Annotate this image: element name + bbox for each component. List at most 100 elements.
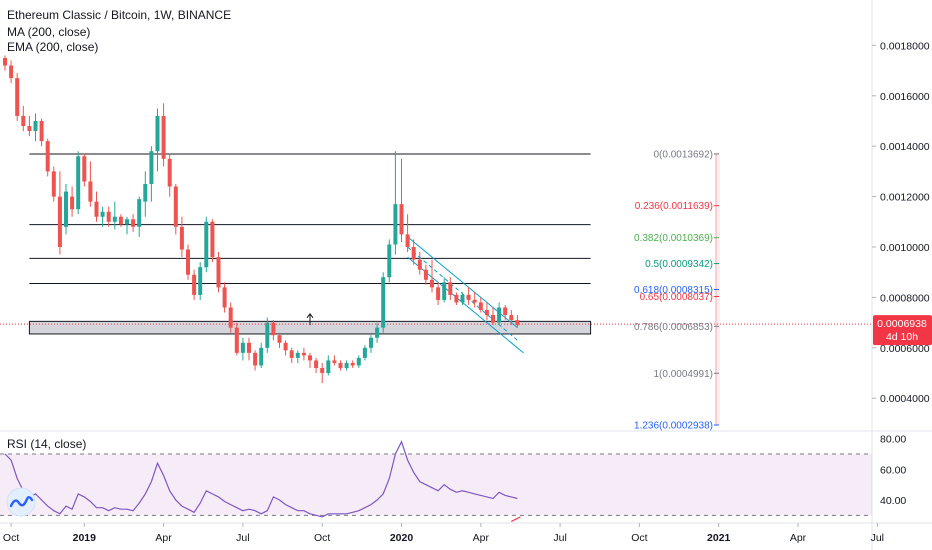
candle-body[interactable] (137, 199, 142, 227)
candle-body[interactable] (289, 350, 294, 358)
candle-body[interactable] (326, 360, 331, 374)
candle-body[interactable] (442, 282, 447, 300)
candle-body[interactable] (240, 342, 245, 353)
candle-body[interactable] (509, 315, 514, 321)
time-tick-label: Oct (3, 532, 19, 544)
candle-body[interactable] (411, 247, 416, 260)
arrow-annotation[interactable] (306, 312, 314, 326)
candle-body[interactable] (33, 120, 38, 132)
price-tick-label: 0.0018000 (880, 40, 930, 52)
candle-body[interactable] (39, 120, 44, 142)
candle-body[interactable] (131, 219, 136, 227)
candle-body[interactable] (9, 65, 14, 79)
candle-body[interactable] (448, 282, 453, 295)
candle-body[interactable] (503, 307, 508, 316)
candle-body[interactable] (430, 279, 434, 288)
candle-body[interactable] (350, 362, 355, 366)
candle-body[interactable] (491, 315, 495, 323)
candle-body[interactable] (301, 352, 306, 356)
price-tick-label: 0.0010000 (880, 242, 930, 254)
candle-body[interactable] (295, 352, 300, 358)
candle-body[interactable] (338, 362, 343, 368)
candle-body[interactable] (375, 327, 380, 338)
rsi-tick-label: 40.00 (880, 495, 906, 507)
candle-body[interactable] (460, 294, 465, 303)
candle-body[interactable] (277, 335, 282, 343)
candle-body[interactable] (515, 320, 520, 326)
candle-body[interactable] (161, 115, 166, 159)
candle-body[interactable] (21, 115, 26, 127)
candle-body[interactable] (466, 294, 471, 300)
candle-body[interactable] (308, 355, 312, 361)
candle-body[interactable] (314, 360, 319, 368)
candle-body[interactable] (283, 342, 288, 351)
candle-body[interactable] (356, 357, 361, 366)
candle-body[interactable] (417, 259, 422, 270)
candle-body[interactable] (51, 171, 56, 197)
candle-body[interactable] (192, 274, 197, 295)
candle-body[interactable] (88, 181, 93, 202)
candle-body[interactable] (454, 294, 459, 303)
candle-body[interactable] (216, 257, 221, 288)
candle-body[interactable] (106, 211, 111, 222)
candle-body[interactable] (155, 115, 160, 152)
candle-body[interactable] (234, 327, 239, 353)
candle-body[interactable] (204, 221, 209, 268)
candle-body[interactable] (405, 234, 410, 248)
candle-body[interactable] (64, 191, 68, 227)
candle-body[interactable] (94, 201, 99, 217)
candle-body[interactable] (362, 347, 367, 358)
candle-body[interactable] (118, 216, 123, 225)
candle-body[interactable] (186, 249, 190, 275)
candle-body[interactable] (320, 367, 325, 374)
candle-body[interactable] (143, 183, 148, 202)
candle-body[interactable] (253, 352, 258, 366)
candle-body[interactable] (399, 204, 404, 235)
candle-body[interactable] (484, 310, 489, 316)
candle-body[interactable] (259, 347, 264, 366)
candle-body[interactable] (222, 287, 227, 308)
candle-body[interactable] (27, 126, 32, 132)
candle-body[interactable] (423, 269, 428, 280)
candle-body[interactable] (3, 57, 7, 66)
candle-body[interactable] (381, 277, 386, 328)
candle-body[interactable] (436, 287, 441, 300)
candle-body[interactable] (57, 196, 62, 248)
candle-body[interactable] (344, 362, 349, 368)
candle-body[interactable] (76, 156, 81, 210)
candle-body[interactable] (210, 221, 215, 258)
last-price-badge (873, 315, 932, 346)
candle-body[interactable] (265, 322, 270, 348)
candle-body[interactable] (173, 186, 178, 227)
candle-body[interactable] (125, 219, 129, 225)
candle-body[interactable] (332, 360, 337, 363)
candle-body[interactable] (167, 158, 172, 187)
candle-body[interactable] (70, 196, 75, 210)
candle-body[interactable] (15, 78, 20, 116)
candle-body[interactable] (393, 204, 398, 245)
candle-body[interactable] (198, 267, 203, 295)
fibonacci-retracement: 0(0.0013692) 0.236(0.0011639) 0.382(0.0010… (634, 149, 720, 432)
candle-body[interactable] (387, 244, 392, 278)
indicator-label[interactable]: MA (200, close) (7, 25, 90, 39)
indicator-label[interactable]: EMA (200, close) (7, 40, 98, 54)
candle-body[interactable] (271, 322, 276, 336)
candle-body[interactable] (478, 302, 483, 311)
candle-body[interactable] (472, 299, 477, 303)
fib-level-label: 0.382(0.0010369) (634, 233, 713, 244)
candle-body[interactable] (100, 211, 105, 217)
time-tick-label: Apr (790, 532, 807, 544)
candle-body[interactable] (369, 337, 373, 348)
countdown-label: 4d 10h (886, 331, 918, 343)
candle-body[interactable] (497, 307, 502, 323)
rsi-line[interactable] (4, 440, 518, 518)
candle-body[interactable] (112, 216, 117, 222)
candle-body[interactable] (82, 156, 87, 182)
rsi-tick-label: 60.00 (880, 464, 906, 476)
candle-body[interactable] (179, 226, 184, 250)
candle-body[interactable] (149, 151, 154, 184)
candle-body[interactable] (45, 141, 50, 172)
candle-body[interactable] (247, 342, 251, 353)
candle-body[interactable] (228, 307, 233, 328)
